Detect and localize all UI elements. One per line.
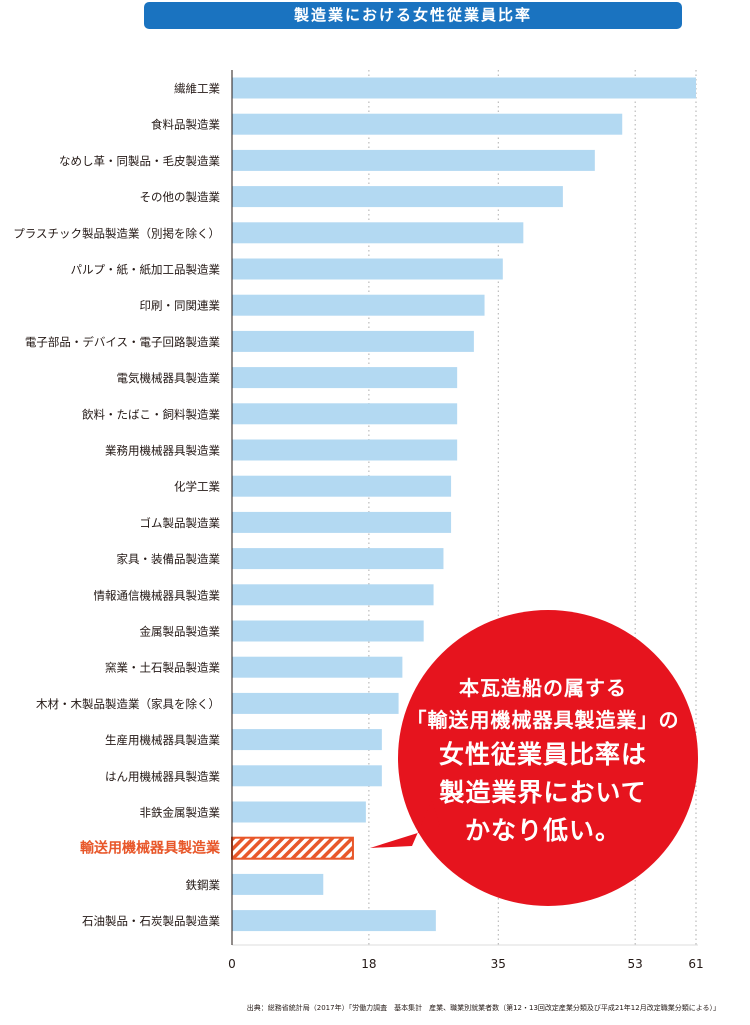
chart-title: 製造業における女性従業員比率 [144, 2, 682, 29]
category-label: その他の製造業 [140, 190, 221, 204]
bar [232, 367, 458, 389]
bar [232, 439, 458, 461]
bar [232, 403, 458, 425]
category-label: 生産用機械器具製造業 [105, 733, 220, 747]
x-tick-label: 53 [628, 957, 643, 971]
category-label: 金属製品製造業 [140, 625, 221, 639]
category-label: 情報通信機械器具製造業 [94, 588, 221, 602]
bar [232, 294, 485, 316]
bar [232, 149, 595, 171]
category-label: 非鉄金属製造業 [140, 806, 221, 820]
bar [232, 113, 623, 135]
bar [232, 548, 444, 570]
bar [232, 222, 524, 244]
category-label: パルプ・紙・紙加工品製造業 [71, 263, 221, 277]
category-label: 繊維工業 [174, 82, 220, 96]
bar [232, 729, 382, 751]
category-label: 家具・装備品製造業 [117, 552, 221, 566]
x-tick-label: 0 [228, 957, 236, 971]
category-label: 鉄鋼業 [186, 878, 221, 892]
bar [232, 910, 436, 932]
x-tick-label: 35 [491, 957, 506, 971]
bar [232, 475, 452, 497]
x-tick-label: 61 [688, 957, 703, 971]
category-label: 石油製品・石炭製品製造業 [82, 914, 220, 928]
category-label: 電気機械器具製造業 [117, 371, 221, 385]
category-label: 飲料・たばこ・飼料製造業 [82, 407, 220, 421]
source-note: 出典：総務省統計局（2017年）「労働力調査 基本集計 産業、職業別就業者数（第… [246, 1004, 720, 1012]
category-label: ゴム製品製造業 [140, 516, 221, 530]
category-label: 印刷・同関連業 [140, 299, 221, 313]
category-label: なめし革・同製品・毛皮製造業 [59, 154, 220, 168]
category-label: 木材・木製品製造業（家具を除く） [36, 697, 220, 711]
category-label: 電子部品・デバイス・電子回路製造業 [25, 335, 221, 349]
bar [232, 873, 324, 895]
category-label: 化学工業 [174, 480, 220, 494]
bar [232, 330, 474, 352]
bar [232, 511, 452, 533]
bar-highlighted [231, 836, 354, 860]
bar [232, 801, 366, 823]
bar-chart: 繊維工業食料品製造業なめし革・同製品・毛皮製造業その他の製造業プラスチック製品製… [13, 70, 704, 971]
bar [232, 692, 399, 714]
bar [232, 584, 434, 606]
bar [232, 620, 424, 642]
category-label: はん用機械器具製造業 [105, 769, 220, 783]
bar [232, 765, 382, 787]
category-label: プラスチック製品製造業（別掲を除く） [13, 226, 220, 240]
bar [232, 186, 563, 208]
category-label-highlighted: 輸送用機械器具製造業 [80, 840, 221, 857]
category-label: 食料品製造業 [151, 118, 220, 132]
bar [232, 77, 696, 99]
category-label: 窯業・土石製品製造業 [105, 661, 220, 675]
x-tick-label: 18 [361, 957, 376, 971]
bar [232, 258, 503, 280]
bar [232, 656, 403, 678]
category-label: 業務用機械器具製造業 [105, 444, 220, 458]
